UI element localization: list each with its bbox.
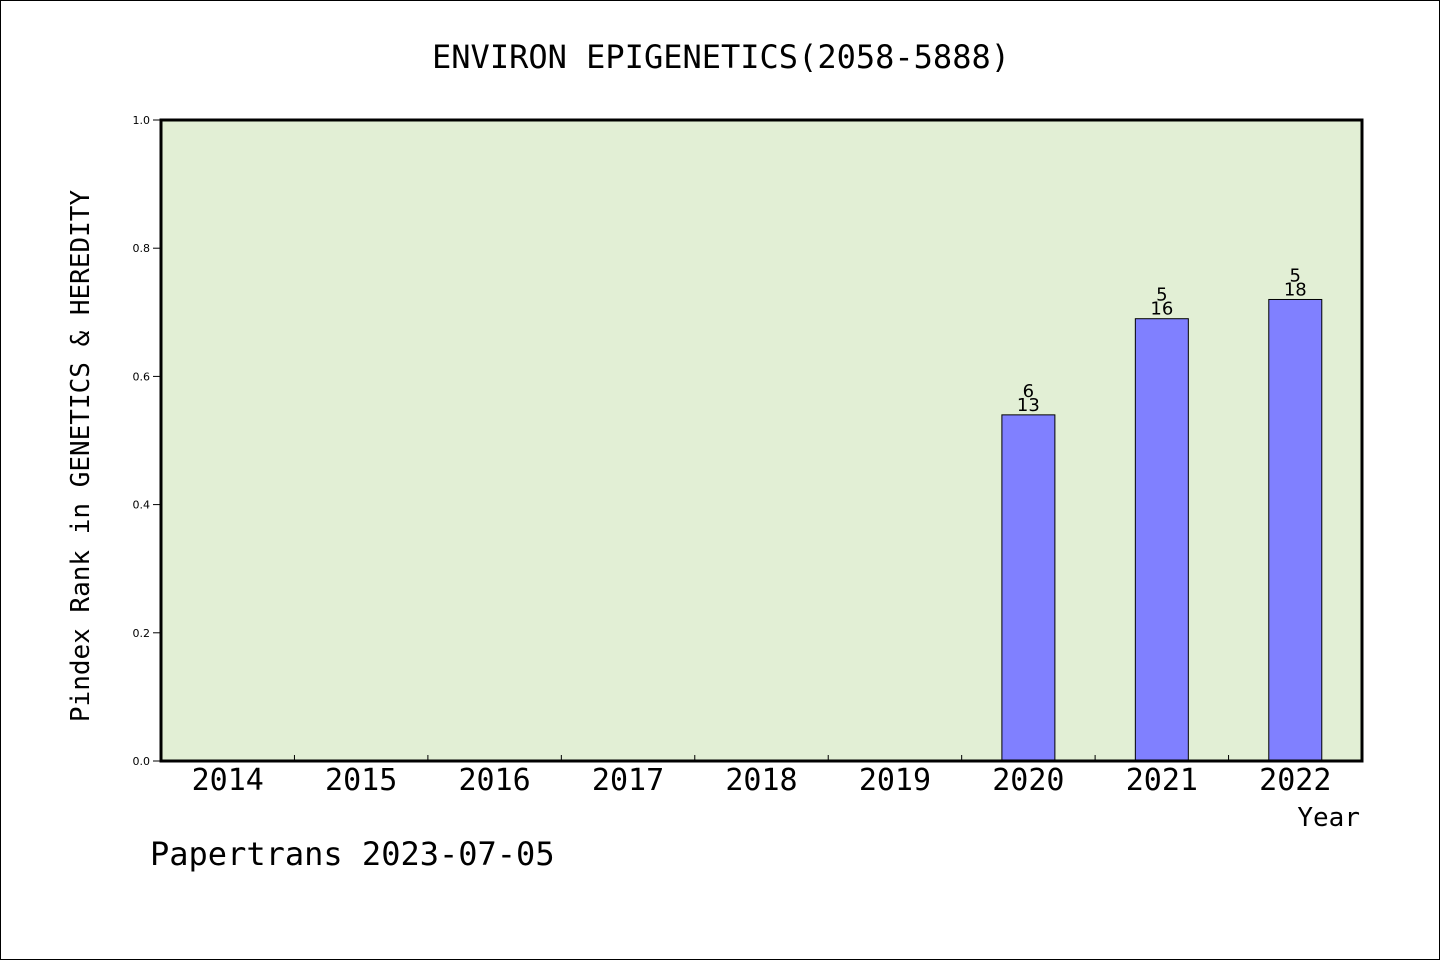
x-tick-label: 2021 xyxy=(1126,763,1198,798)
bar-label-bottom: 16 xyxy=(1150,299,1173,320)
y-tick-label: 0.8 xyxy=(133,242,151,255)
x-axis-label: Year xyxy=(1297,803,1360,833)
x-tick-label: 2018 xyxy=(725,763,797,798)
footer-credit: Papertrans 2023-07-05 xyxy=(150,835,555,873)
y-tick-label: 0.4 xyxy=(133,499,151,512)
bar-2021 xyxy=(1134,318,1189,762)
y-tick-label: 0.2 xyxy=(133,627,151,640)
x-tick-label: 2016 xyxy=(458,763,530,798)
bar-2022 xyxy=(1268,298,1323,762)
bar-label-top: 5 xyxy=(1290,265,1301,286)
x-tick-label: 2017 xyxy=(592,763,664,798)
bar-label-bottom: 13 xyxy=(1017,395,1040,416)
y-axis-label: Pindex Rank in GENETICS & HEREDITY xyxy=(66,190,96,723)
x-tick-label: 2019 xyxy=(859,763,931,798)
x-tick-label: 2015 xyxy=(325,763,397,798)
y-tick-label: 0.0 xyxy=(133,755,151,768)
x-tick-label: 2022 xyxy=(1259,763,1331,798)
bar-label-bottom: 18 xyxy=(1284,279,1307,300)
y-tick-label: 1.0 xyxy=(133,114,151,127)
bar-label-top: 6 xyxy=(1023,381,1034,402)
bar-2020 xyxy=(1001,414,1056,762)
x-tick-label: 2014 xyxy=(192,763,264,798)
x-tick-label: 2020 xyxy=(992,763,1064,798)
plot-frame xyxy=(159,118,1364,763)
bar-label-top: 5 xyxy=(1156,285,1167,306)
y-tick-label: 0.6 xyxy=(133,370,151,383)
chart-title: ENVIRON EPIGENETICS(2058-5888) xyxy=(432,38,1010,76)
